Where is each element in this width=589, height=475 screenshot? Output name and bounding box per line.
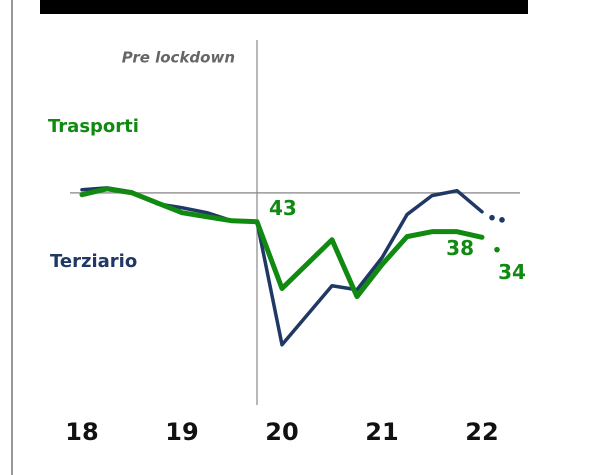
- x-tick-label: 21: [365, 418, 398, 446]
- legend-label: Terziario: [50, 251, 137, 272]
- forecast-dot: [499, 217, 505, 223]
- title-bar: [40, 0, 528, 14]
- divider-label: Pre lockdown: [122, 49, 235, 67]
- x-tick-label: 20: [265, 418, 298, 446]
- forecast-label: 34: [498, 260, 526, 284]
- forecast-dot: [494, 246, 500, 253]
- value-label: 43: [269, 196, 297, 220]
- x-tick-label: 22: [465, 418, 498, 446]
- x-tick-label: 18: [65, 418, 98, 446]
- series-line: [79, 186, 485, 300]
- forecast-dot: [489, 214, 495, 221]
- x-tick-label: 19: [165, 418, 198, 446]
- value-label: 38: [446, 236, 474, 260]
- legend-label: Trasporti: [48, 116, 139, 137]
